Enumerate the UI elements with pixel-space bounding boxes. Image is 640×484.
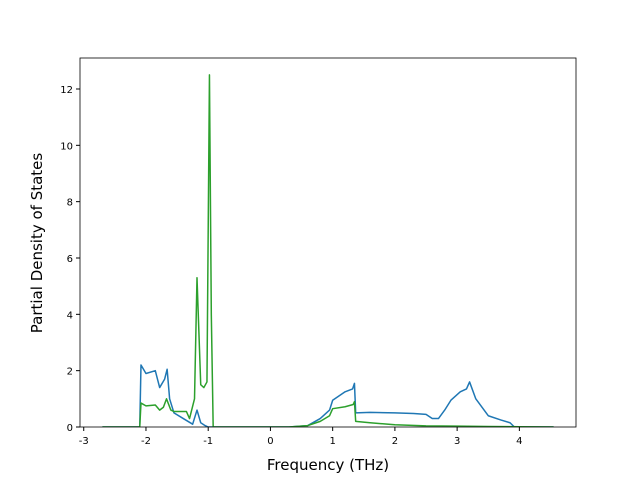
plot-frame	[79, 57, 577, 428]
x-axis-label: Frequency (THz)	[267, 456, 389, 474]
y-axis-label: Partial Density of States	[28, 153, 46, 334]
x-tick-label: 1	[329, 436, 335, 447]
y-tick-label: 0	[67, 423, 73, 434]
x-tick-label: -3	[79, 436, 89, 447]
series-line	[102, 364, 554, 427]
y-tick-label: 8	[67, 198, 73, 209]
x-tick-label: -2	[141, 436, 151, 447]
y-tick-label: 4	[67, 310, 73, 321]
x-tick-label: 3	[454, 436, 460, 447]
y-tick-label: 12	[60, 85, 73, 96]
series-line	[102, 74, 554, 427]
y-tick-label: 6	[67, 254, 73, 265]
x-tick-label: -1	[203, 436, 213, 447]
x-tick-label: 2	[392, 436, 398, 447]
y-tick-label: 10	[60, 141, 73, 152]
y-tick-label: 2	[67, 367, 73, 378]
x-tick-label: 0	[267, 436, 273, 447]
x-tick-label: 4	[516, 436, 522, 447]
